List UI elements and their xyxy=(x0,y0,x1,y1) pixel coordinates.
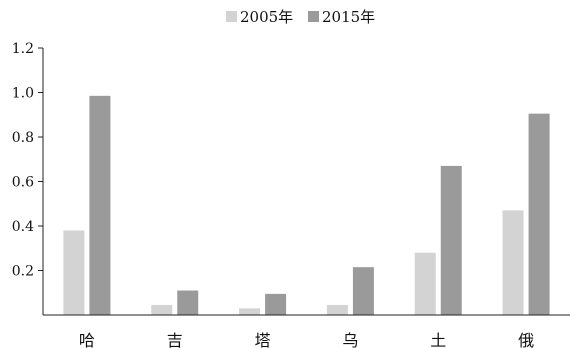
bar-2005年-俄 xyxy=(502,210,524,315)
bar-2005年-哈 xyxy=(63,230,85,315)
bar-2015年-乌 xyxy=(352,267,374,315)
y-tick-label: 1.0 xyxy=(12,86,34,102)
bar-2005年-土 xyxy=(414,252,436,315)
bars xyxy=(63,95,550,316)
legend-label: 2005年 xyxy=(240,8,293,26)
x-tick-label: 俄 xyxy=(518,331,534,348)
y-tick-label: 0.4 xyxy=(12,219,34,235)
bar-2015年-土 xyxy=(440,165,462,315)
bar-2005年-塔 xyxy=(239,308,261,315)
legend: 2005年 2015年 xyxy=(226,8,375,26)
x-tick-label: 吉 xyxy=(167,331,183,348)
x-tick-label: 土 xyxy=(430,331,446,348)
legend-swatch xyxy=(226,11,237,22)
y-ticks: 1.2 1.0 0.8 0.6 0.4 0.2 xyxy=(12,41,43,280)
x-tick-label: 哈 xyxy=(79,331,95,348)
axes xyxy=(42,48,570,316)
legend-label: 2015年 xyxy=(322,8,375,26)
bar-2005年-吉 xyxy=(151,304,173,315)
y-tick-label: 1.2 xyxy=(12,41,34,57)
bar-2015年-塔 xyxy=(265,293,287,315)
bar-2005年-乌 xyxy=(326,304,348,315)
legend-swatch xyxy=(308,11,319,22)
bar-2015年-吉 xyxy=(177,290,199,315)
y-tick-label: 0.6 xyxy=(12,175,34,191)
x-tick-label: 塔 xyxy=(255,331,271,348)
y-tick-label: 0.2 xyxy=(12,264,34,280)
x-tick-label: 乌 xyxy=(342,331,358,348)
y-tick-label: 0.8 xyxy=(12,130,34,146)
x-labels: 哈吉塔乌土俄 xyxy=(79,331,534,348)
bar-2015年-哈 xyxy=(89,95,111,316)
bar-2015年-俄 xyxy=(528,113,550,315)
